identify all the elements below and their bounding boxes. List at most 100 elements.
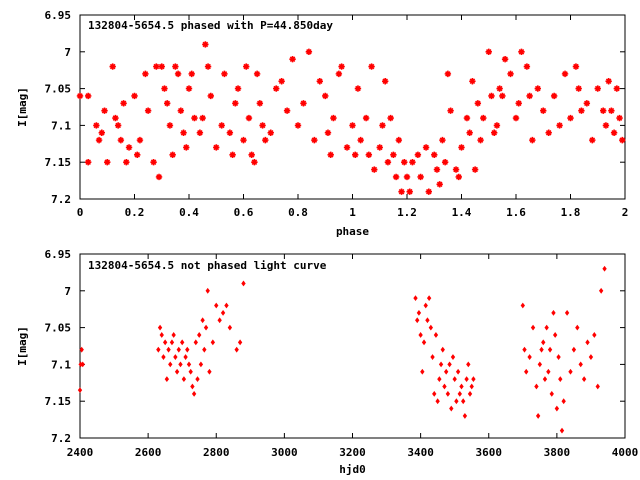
- data-point: [547, 346, 553, 353]
- data-point: [214, 302, 219, 309]
- data-point: [466, 361, 471, 368]
- data-point: [452, 166, 460, 173]
- data-point: [180, 129, 187, 136]
- data-point: [185, 85, 193, 92]
- data-point: [616, 114, 623, 122]
- data-point: [384, 159, 392, 166]
- data-point: [433, 332, 439, 338]
- data-point: [464, 376, 469, 383]
- data-point: [401, 159, 408, 166]
- data-point: [529, 136, 536, 144]
- data-point: [368, 63, 375, 70]
- data-point: [262, 136, 269, 144]
- data-point: [172, 63, 179, 70]
- data-point: [558, 376, 563, 383]
- data-point: [541, 339, 546, 346]
- data-point: [234, 85, 242, 92]
- data-point: [561, 398, 566, 405]
- data-point: [289, 55, 296, 63]
- data-point: [131, 92, 138, 100]
- data-point: [477, 136, 484, 144]
- data-point: [316, 78, 323, 85]
- data-point: [564, 309, 570, 316]
- x-tick-label: 1: [349, 206, 356, 219]
- data-point: [572, 63, 580, 70]
- data-point: [613, 85, 621, 92]
- data-point: [181, 376, 187, 383]
- data-point: [549, 390, 554, 397]
- data-point: [324, 129, 332, 136]
- data-point: [423, 302, 428, 309]
- data-point: [432, 390, 437, 397]
- data-point: [439, 136, 446, 144]
- data-point: [395, 136, 403, 144]
- data-point: [164, 100, 171, 107]
- data-point: [157, 324, 163, 331]
- data-point: [568, 368, 573, 375]
- data-point: [251, 159, 258, 166]
- data-point: [392, 173, 400, 181]
- data-point: [592, 332, 597, 338]
- data-point: [136, 136, 144, 144]
- x-tick-label: 3000: [271, 446, 298, 459]
- data-point: [101, 107, 108, 114]
- data-point: [183, 144, 190, 151]
- data-point: [442, 383, 447, 390]
- data-point: [520, 302, 525, 309]
- data-point: [471, 376, 476, 383]
- data-point: [530, 324, 536, 331]
- data-point: [196, 129, 204, 136]
- data-point: [433, 166, 441, 173]
- data-point: [229, 151, 236, 159]
- data-point: [398, 188, 405, 195]
- data-point: [305, 48, 313, 55]
- data-point: [425, 317, 430, 324]
- x-axis-label: phase: [336, 225, 369, 238]
- data-point: [352, 151, 359, 159]
- data-point: [218, 122, 225, 129]
- y-axis-label: I[mag]: [16, 326, 29, 366]
- data-point: [169, 339, 175, 346]
- data-point: [556, 122, 563, 129]
- data-point: [322, 92, 329, 100]
- data-point: [551, 309, 556, 316]
- data-point: [537, 361, 543, 368]
- data-point: [589, 136, 596, 144]
- data-point: [190, 383, 195, 390]
- data-point: [180, 339, 185, 346]
- data-point: [467, 390, 473, 397]
- data-point: [382, 78, 389, 85]
- data-point: [526, 92, 533, 100]
- data-point: [542, 376, 548, 383]
- y-tick-label: 6.95: [45, 9, 72, 22]
- data-point: [202, 41, 209, 48]
- data-point: [161, 85, 168, 92]
- data-point: [458, 144, 465, 151]
- data-point: [241, 280, 246, 287]
- data-point: [259, 122, 266, 129]
- data-point: [610, 129, 618, 136]
- data-point: [438, 361, 444, 368]
- data-point: [161, 354, 166, 360]
- data-point: [390, 151, 397, 159]
- x-tick-label: 3800: [544, 446, 571, 459]
- data-point: [518, 48, 525, 55]
- x-tick-label: 0.6: [234, 206, 254, 219]
- x-tick-label: 3400: [407, 446, 434, 459]
- data-point: [166, 122, 174, 129]
- data-point: [550, 92, 558, 100]
- data-point: [311, 136, 318, 144]
- data-point: [535, 413, 541, 419]
- data-point: [437, 376, 442, 383]
- x-axis-label: hjd0: [339, 463, 366, 476]
- data-point: [234, 346, 239, 353]
- data-point: [421, 339, 427, 346]
- data-point: [362, 114, 370, 122]
- y-tick-label: 7.1: [51, 358, 71, 371]
- data-point: [474, 100, 482, 107]
- data-point: [153, 63, 160, 70]
- data-point: [491, 129, 498, 136]
- data-point: [449, 405, 454, 412]
- data-point: [459, 383, 464, 390]
- data-point: [431, 151, 438, 159]
